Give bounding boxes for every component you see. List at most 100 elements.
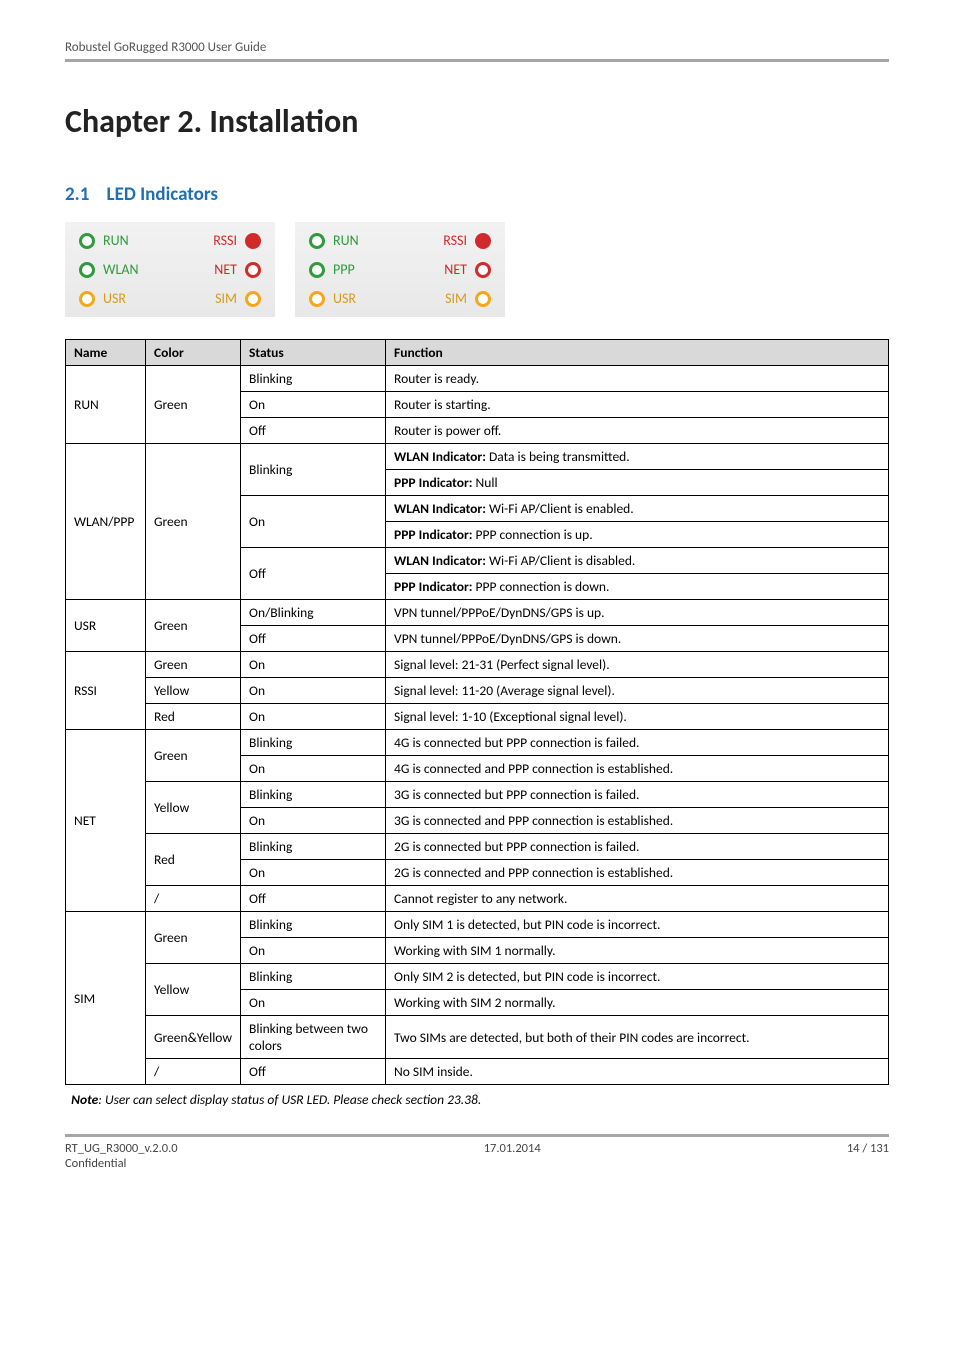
cell-function: 3G is connected and PPP connection is es… xyxy=(386,808,889,834)
table-row: Green&YellowBlinking between two colorsT… xyxy=(66,1016,889,1059)
cell-color: Yellow xyxy=(146,782,241,834)
cell-status: On/Blinking xyxy=(241,600,386,626)
cell-function: No SIM inside. xyxy=(386,1059,889,1085)
cell-status: Off xyxy=(241,886,386,912)
table-row: YellowBlinkingOnly SIM 2 is detected, bu… xyxy=(66,964,889,990)
cell-status: Blinking xyxy=(241,366,386,392)
table-row: WLAN/PPPGreenBlinkingWLAN Indicator: Dat… xyxy=(66,444,889,470)
led-row: RUNRSSI xyxy=(79,232,261,249)
table-row: RSSIGreenOnSignal level: 21-31 (Perfect … xyxy=(66,652,889,678)
cell-status: Blinking xyxy=(241,730,386,756)
led-label: USR xyxy=(103,290,126,307)
cell-function: Signal level: 1-10 (Exceptional signal l… xyxy=(386,704,889,730)
cell-name: WLAN/PPP xyxy=(66,444,146,600)
table-row: RedOnSignal level: 1-10 (Exceptional sig… xyxy=(66,704,889,730)
cell-name: NET xyxy=(66,730,146,912)
cell-color: Green&Yellow xyxy=(146,1016,241,1059)
cell-function: Signal level: 11-20 (Average signal leve… xyxy=(386,678,889,704)
cell-name: RSSI xyxy=(66,652,146,730)
table-row: /OffNo SIM inside. xyxy=(66,1059,889,1085)
cell-color: Green xyxy=(146,652,241,678)
led-panel: RUNRSSI WLAN NET USR SIM xyxy=(65,222,275,317)
led-icon xyxy=(309,262,325,278)
led-icon xyxy=(79,262,95,278)
cell-color: Green xyxy=(146,912,241,964)
cell-function: 2G is connected but PPP connection is fa… xyxy=(386,834,889,860)
led-label: NET xyxy=(444,261,467,278)
cell-function: PPP Indicator: Null xyxy=(386,470,889,496)
cell-name: RUN xyxy=(66,366,146,444)
led-label: USR xyxy=(333,290,356,307)
led-row: USRSIM xyxy=(309,290,491,307)
cell-status: Blinking xyxy=(241,964,386,990)
cell-status: On xyxy=(241,678,386,704)
cell-status: Blinking xyxy=(241,834,386,860)
cell-name: SIM xyxy=(66,912,146,1085)
page-footer: RT_UG_R3000_v.2.0.0 Confidential 17.01.2… xyxy=(65,1134,889,1171)
cell-status: On xyxy=(241,756,386,782)
table-row: RedBlinking2G is connected but PPP conne… xyxy=(66,834,889,860)
cell-name: USR xyxy=(66,600,146,652)
footer-confidential: Confidential xyxy=(65,1156,126,1171)
cell-color: Yellow xyxy=(146,678,241,704)
cell-color: Green xyxy=(146,366,241,444)
doc-header: Robustel GoRugged R3000 User Guide xyxy=(65,40,889,62)
led-icon xyxy=(309,291,325,307)
led-icon xyxy=(475,262,491,278)
table-row: NETGreenBlinking4G is connected but PPP … xyxy=(66,730,889,756)
cell-status: Blinking xyxy=(241,912,386,938)
cell-status: On xyxy=(241,652,386,678)
cell-function: 2G is connected and PPP connection is es… xyxy=(386,860,889,886)
note-text: : User can select display status of USR … xyxy=(98,1091,481,1108)
led-icon xyxy=(79,233,95,249)
led-row: RUN RSSI xyxy=(309,232,491,249)
cell-status: On xyxy=(241,990,386,1016)
led-label: NET xyxy=(214,261,237,278)
led-label: RUN xyxy=(333,232,359,249)
cell-function: Two SIMs are detected, but both of their… xyxy=(386,1016,889,1059)
led-label: PPP xyxy=(333,261,355,278)
th-status: Status xyxy=(241,340,386,366)
led-panel: RUN RSSI PPP NET USRSIM xyxy=(295,222,505,317)
cell-status: Blinking xyxy=(241,782,386,808)
note: Note: User can select display status of … xyxy=(65,1091,889,1108)
led-label: SIM xyxy=(215,290,237,307)
footer-doc-id: RT_UG_R3000_v.2.0.0 xyxy=(65,1141,178,1156)
cell-status: Off xyxy=(241,548,386,600)
cell-status: Off xyxy=(241,418,386,444)
cell-status: Off xyxy=(241,1059,386,1085)
cell-function: VPN tunnel/PPPoE/DynDNS/GPS is up. xyxy=(386,600,889,626)
table-row: YellowOnSignal level: 11-20 (Average sig… xyxy=(66,678,889,704)
cell-function: WLAN Indicator: Wi-Fi AP/Client is disab… xyxy=(386,548,889,574)
th-name: Name xyxy=(66,340,146,366)
led-row: WLAN NET xyxy=(79,261,261,278)
cell-function: 4G is connected but PPP connection is fa… xyxy=(386,730,889,756)
th-color: Color xyxy=(146,340,241,366)
th-function: Function xyxy=(386,340,889,366)
led-icon xyxy=(475,291,491,307)
led-label: RSSI xyxy=(443,232,467,249)
led-icon xyxy=(309,233,325,249)
cell-function: Only SIM 2 is detected, but PIN code is … xyxy=(386,964,889,990)
cell-color: Green xyxy=(146,730,241,782)
cell-status: On xyxy=(241,496,386,548)
cell-function: WLAN Indicator: Wi-Fi AP/Client is enabl… xyxy=(386,496,889,522)
section-heading: LED Indicators xyxy=(107,183,218,206)
led-icon xyxy=(245,233,261,249)
table-row: YellowBlinking3G is connected but PPP co… xyxy=(66,782,889,808)
section-number: 2.1 xyxy=(65,183,89,206)
cell-function: PPP Indicator: PPP connection is up. xyxy=(386,522,889,548)
led-label: WLAN xyxy=(103,261,138,278)
cell-function: Cannot register to any network. xyxy=(386,886,889,912)
cell-status: On xyxy=(241,860,386,886)
section-title: 2.1 LED Indicators xyxy=(65,183,889,206)
cell-status: On xyxy=(241,704,386,730)
cell-function: Only SIM 1 is detected, but PIN code is … xyxy=(386,912,889,938)
cell-function: WLAN Indicator: Data is being transmitte… xyxy=(386,444,889,470)
led-icon xyxy=(245,262,261,278)
note-label: Note xyxy=(71,1091,98,1108)
table-row: USRGreenOn/BlinkingVPN tunnel/PPPoE/DynD… xyxy=(66,600,889,626)
led-row: USR SIM xyxy=(79,290,261,307)
led-panels: RUNRSSIWLANNETUSRSIMRUNRSSIPPPNETUSRSIM xyxy=(65,222,889,317)
led-icon xyxy=(245,291,261,307)
